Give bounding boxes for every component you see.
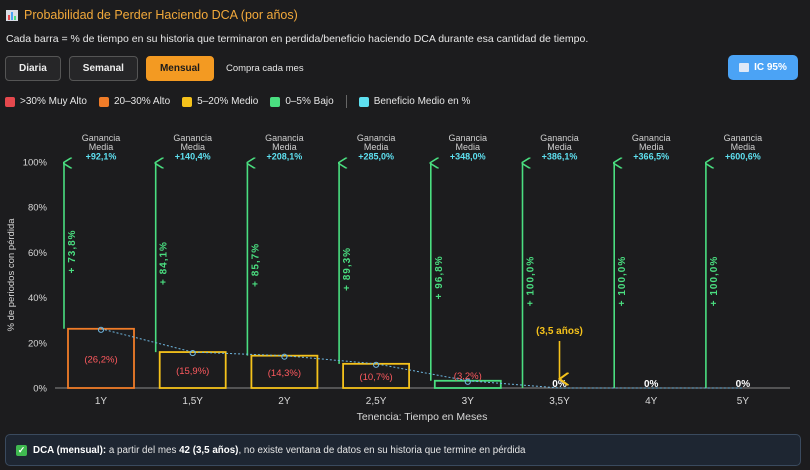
- x-tick-label: 3Y: [462, 396, 475, 407]
- gain-header: Ganancia: [82, 133, 121, 143]
- loss-label: (3,2%): [454, 371, 482, 382]
- gain-value: +386,1%: [542, 152, 578, 162]
- confidence-interval-label: IC 95%: [754, 62, 787, 73]
- daily-button[interactable]: Diaria: [5, 56, 61, 81]
- confidence-interval-button[interactable]: IC 95%: [728, 55, 798, 80]
- legend-swatch: [182, 96, 193, 107]
- frequency-label: Compra cada mes: [225, 63, 304, 74]
- y-tick-label: 40%: [28, 293, 48, 304]
- x-tick-label: 3,5Y: [549, 396, 570, 407]
- loss-bar: [250, 354, 319, 389]
- trend-line: [100, 328, 743, 389]
- y-tick-label: 0%: [33, 384, 47, 395]
- footer-note: ✓ DCA (mensual): a partir del mes 42 (3,…: [5, 434, 801, 466]
- legend-label: >30% Muy Alto: [20, 96, 87, 107]
- trend-point: [464, 378, 471, 385]
- legend-label: 20–30% Alto: [113, 96, 171, 107]
- checkmark-icon: ✓: [16, 444, 27, 456]
- benefit-label: + 96,8%: [434, 255, 445, 299]
- loss-label: (15,9%): [176, 366, 209, 377]
- trend-point: [189, 349, 196, 357]
- gain-header: Ganancia: [357, 133, 396, 143]
- gain-header: Media: [731, 142, 756, 152]
- legend-item-medium: 5–20% Medio: [182, 96, 258, 107]
- loss-label: (14,3%): [268, 368, 301, 379]
- legend-swatch: [98, 96, 109, 107]
- gain-value: +348,0%: [450, 152, 486, 162]
- benefit-label: + 100,0%: [617, 256, 628, 307]
- gain-header: Ganancia: [173, 133, 212, 143]
- y-tick-label: 100%: [23, 158, 48, 169]
- legend: >30% Muy Alto 20–30% Alto 5–20% Medio 0–…: [5, 95, 482, 108]
- weekly-button[interactable]: Semanal: [68, 56, 138, 81]
- page-title: Probabilidad de Perder Haciendo DCA (por…: [6, 8, 298, 22]
- gain-header: Media: [456, 142, 481, 152]
- legend-label: Beneficio Medio en %: [373, 96, 471, 107]
- gain-value: +140,4%: [175, 152, 211, 162]
- bar-chart-icon: [739, 63, 750, 72]
- annotation-label: (3,5 años): [536, 326, 583, 337]
- loss-bar: [342, 362, 411, 389]
- gain-value: +285,0%: [358, 152, 394, 162]
- x-tick-label: 1Y: [95, 396, 108, 407]
- loss-label: (10,7%): [359, 372, 392, 383]
- legend-swatch: [358, 96, 369, 107]
- loss-bar: [433, 379, 502, 389]
- trend-point: [97, 326, 105, 333]
- gain-header: Ganancia: [449, 133, 488, 143]
- page-title-text: Probabilidad de Perder Haciendo DCA (por…: [24, 8, 298, 22]
- trend-point: [373, 361, 380, 368]
- y-tick-label: 60%: [28, 248, 48, 259]
- page-description: Cada barra = % de tiempo en su historia …: [6, 33, 589, 45]
- gain-header: Media: [272, 142, 297, 152]
- loss-label: (26,2%): [84, 354, 117, 365]
- gain-value: +208,1%: [267, 152, 303, 162]
- gain-header: Ganancia: [265, 133, 304, 143]
- gain-header: Media: [547, 142, 572, 152]
- loss-label: 0%: [736, 379, 751, 390]
- loss-label: 0%: [644, 379, 659, 390]
- benefit-label: + 85,7%: [250, 243, 261, 287]
- y-axis-label: % de periodos con pérdida: [6, 218, 17, 332]
- gain-value: +600,6%: [725, 152, 761, 162]
- legend-swatch: [270, 96, 281, 107]
- x-tick-label: 1,5Y: [182, 396, 203, 407]
- x-tick-label: 2,5Y: [366, 396, 387, 407]
- bar-chart-icon: [6, 9, 18, 21]
- trend-point: [281, 353, 288, 360]
- legend-divider: [345, 95, 347, 108]
- benefit-label: + 100,0%: [526, 256, 537, 307]
- gain-header: Ganancia: [724, 133, 763, 143]
- x-tick-label: 2Y: [278, 396, 291, 407]
- gain-header: Media: [180, 142, 205, 152]
- monthly-button[interactable]: Mensual: [145, 56, 214, 81]
- frequency-controls: Diaria Semanal Mensual Compra cada mes: [5, 56, 304, 81]
- gain-value: +366,5%: [633, 152, 669, 162]
- gain-header: Media: [89, 142, 114, 152]
- gain-header: Ganancia: [540, 133, 579, 143]
- legend-item-very-high: >30% Muy Alto: [5, 96, 87, 107]
- footer-text: DCA (mensual): a partir del mes 42 (3,5 …: [33, 444, 526, 456]
- gain-value: +92,1%: [86, 152, 117, 162]
- y-tick-label: 80%: [28, 203, 48, 214]
- legend-label: 5–20% Medio: [197, 96, 259, 107]
- legend-swatch: [5, 96, 15, 107]
- benefit-label: + 84,1%: [159, 241, 170, 285]
- gain-header: Media: [364, 142, 389, 152]
- x-tick-label: 5Y: [737, 396, 750, 407]
- benefit-label: + 73,8%: [67, 229, 78, 273]
- gain-header: Ganancia: [632, 133, 671, 143]
- legend-item-low: 0–5% Bajo: [270, 96, 334, 107]
- legend-label: 0–5% Bajo: [285, 96, 334, 107]
- gain-header: Media: [639, 142, 664, 152]
- y-tick-label: 20%: [28, 338, 48, 349]
- benefit-label: + 89,3%: [342, 247, 353, 291]
- dca-chart: 0% 20% 40% 60% 80% 100% % de periodos con pérd…: [6, 133, 790, 423]
- legend-item-benefit: Beneficio Medio en %: [358, 96, 471, 107]
- x-tick-label: 4Y: [645, 396, 658, 407]
- benefit-label: + 100,0%: [709, 256, 720, 307]
- legend-item-high: 20–30% Alto: [98, 96, 171, 107]
- x-axis-label: Tenencia: Tiempo en Meses: [357, 411, 488, 423]
- loss-bar: [158, 351, 227, 389]
